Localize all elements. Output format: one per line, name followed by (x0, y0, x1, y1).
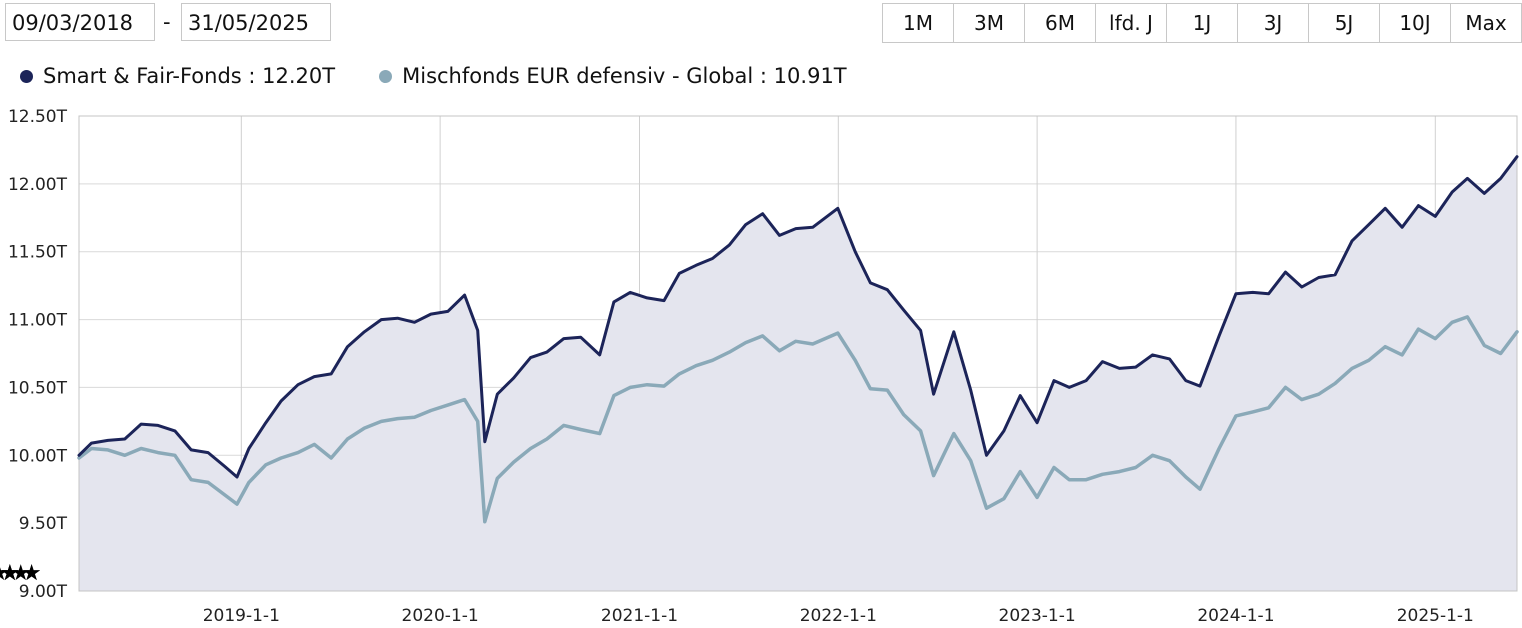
plot-border (78, 115, 1518, 592)
range-button-3m[interactable]: 3M (954, 4, 1025, 42)
range-button-max[interactable]: Max (1451, 4, 1522, 42)
x-tick-label: 2024-1-1 (1197, 606, 1274, 626)
star-rating-icon: ★★★★ (0, 561, 43, 586)
y-tick-label: 10.00T (8, 446, 68, 466)
range-selector: 1M 3M 6M lfd. J 1J 3J 5J 10J Max (882, 3, 1522, 43)
range-button-1y[interactable]: 1J (1167, 4, 1238, 42)
range-button-6m[interactable]: 6M (1025, 4, 1096, 42)
legend-dot-category (379, 69, 393, 83)
y-tick-label: 10.50T (8, 378, 68, 398)
chart-legend: Smart & Fair-Fonds : 12.20T Mischfonds E… (20, 64, 847, 88)
legend-item-fund[interactable]: Smart & Fair-Fonds : 12.20T (20, 64, 335, 88)
y-tick-label: 9.50T (19, 514, 68, 534)
legend-item-category[interactable]: Mischfonds EUR defensiv - Global : 10.91… (379, 64, 847, 88)
y-tick-label: 11.50T (8, 243, 68, 263)
y-tick-label: 11.00T (8, 311, 68, 331)
star-rating-icon: ★★★ (0, 561, 33, 586)
range-button-10y[interactable]: 10J (1380, 4, 1451, 42)
series-line-fund (77, 155, 1519, 479)
range-button-5y[interactable]: 5J (1309, 4, 1380, 42)
y-tick-label: 12.00T (8, 175, 68, 195)
y-tick-label: 9.00T (19, 582, 68, 602)
legend-label-category: Mischfonds EUR defensiv - Global : 10.91… (402, 64, 847, 88)
range-button-ytd[interactable]: lfd. J (1096, 4, 1167, 42)
series-line-category (77, 315, 1519, 524)
range-button-3y[interactable]: 3J (1238, 4, 1309, 42)
date-from-input[interactable]: 09/03/2018 (5, 3, 155, 41)
legend-label-fund: Smart & Fair-Fonds : 12.20T (43, 64, 336, 88)
star-rating-icon: ★★ (0, 561, 22, 586)
range-button-1m[interactable]: 1M (883, 4, 954, 42)
x-tick-label: 2020-1-1 (402, 606, 479, 626)
date-to-input[interactable]: 31/05/2025 (181, 3, 331, 41)
date-separator: - (163, 10, 171, 34)
x-tick-label: 2021-1-1 (601, 606, 678, 626)
x-tick-label: 2019-1-1 (203, 606, 280, 626)
x-tick-label: 2023-1-1 (999, 606, 1076, 626)
x-tick-label: 2025-1-1 (1397, 606, 1474, 626)
y-tick-label: 12.50T (8, 107, 68, 127)
series-area-fund (79, 156, 1517, 591)
x-tick-label: 2022-1-1 (800, 606, 877, 626)
star-rating-icon: ★★★★ (0, 561, 43, 586)
legend-dot-fund (20, 69, 33, 83)
